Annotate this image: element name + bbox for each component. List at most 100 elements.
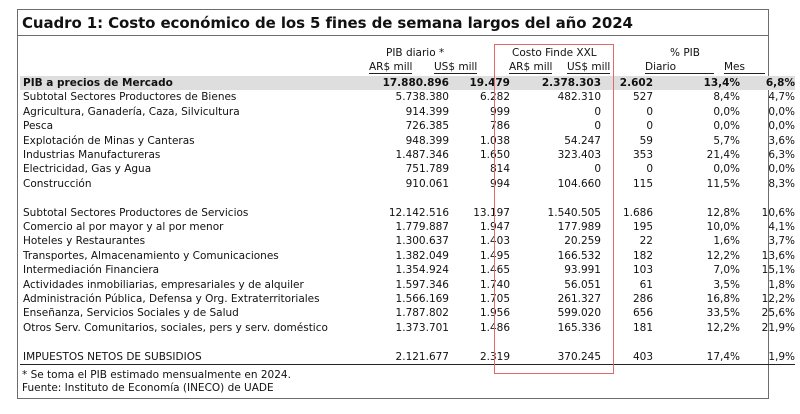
costo-usd-cell: 22 (639, 235, 653, 248)
pct-mes-cell: 8,3% (768, 177, 795, 190)
table-title: Cuadro 1: Costo económico de los 5 fines… (22, 14, 633, 32)
data-table: PIB a precios de Mercado 17.880.896 19.479… (20, 76, 795, 366)
pib-ars-cell: 1.487.346 (395, 149, 449, 162)
pct-mes-cell: 1,9% (740, 349, 795, 366)
pib-ars-cell: 751.789 (405, 163, 449, 176)
table-row: Comercio al por mayor y al por menor 1.77… (20, 220, 795, 234)
table-row: Hoteles y Restaurantes 1.300.637 1.403 20.2… (20, 234, 795, 248)
table-row: Transportes, Almacenamiento y Comunicaci… (20, 249, 795, 263)
costo-ars-cell: 93.991 (564, 264, 601, 277)
pib-usd-cell: 2.319 (449, 349, 510, 366)
pib-usd-cell: 1.947 (479, 221, 510, 234)
costo-usd-cell: 353 (632, 149, 653, 162)
table-row: Actividades inmobiliarias, empresariales… (20, 278, 795, 292)
header-pct-pib: % PIB (670, 47, 700, 59)
table-row: PIB a precios de Mercado 17.880.896 19.479… (20, 76, 795, 91)
pib-usd-cell: 999 (489, 105, 510, 118)
table-row: Otros Serv. Comunitarios, sociales, pers… (20, 321, 795, 335)
row-label: Administración Pública, Defensa y Org. E… (23, 293, 320, 306)
pib-usd-cell: 1.038 (479, 134, 510, 147)
pib-usd-cell: 786 (489, 120, 510, 133)
spacer-row (20, 335, 795, 349)
row-label: IMPUESTOS NETOS DE SUBSIDIOS (20, 349, 361, 366)
costo-usd-cell: 656 (632, 307, 653, 320)
costo-usd-cell: 403 (601, 349, 653, 366)
pib-ars-cell: 726.385 (405, 120, 449, 133)
pct-mes-cell: 4,1% (768, 221, 795, 234)
source-note: Fuente: Instituto de Economía (INECO) de… (22, 382, 274, 394)
pib-ars-cell: 914.399 (405, 105, 449, 118)
row-label: Agricultura, Ganadería, Caza, Silvicultu… (23, 105, 240, 118)
row-label: Industrias Manufactureras (23, 149, 161, 162)
pct-diario-cell: 17,4% (653, 349, 740, 366)
row-label: Subtotal Sectores Productores de Servici… (23, 206, 249, 219)
pct-mes-cell: 13,6% (761, 249, 795, 262)
costo-usd-cell: 286 (632, 293, 653, 306)
pct-mes-cell: 15,1% (761, 264, 795, 277)
costo-ars-cell: 0 (594, 163, 601, 176)
pct-diario-cell: 33,5% (706, 307, 740, 320)
pct-mes-cell: 3,6% (768, 134, 795, 147)
pct-mes-cell: 0,0% (768, 120, 795, 133)
costo-usd-cell: 0 (646, 105, 653, 118)
row-label: Electricidad, Gas y Agua (23, 163, 152, 176)
pib-usd-cell: 1.705 (479, 293, 510, 306)
pib-usd-cell: 1.495 (479, 249, 510, 262)
costo-ars-cell: 323.403 (557, 149, 601, 162)
pct-diario-cell: 0,0% (713, 163, 740, 176)
table-row: Subtotal Sectores Productores de Bienes 5… (20, 90, 795, 104)
pib-usd-cell: 1.486 (479, 321, 510, 334)
pct-diario-cell: 5,7% (713, 134, 740, 147)
costo-ars-cell: 482.310 (557, 91, 601, 104)
pct-mes-cell: 12,2% (761, 293, 795, 306)
title-divider (17, 35, 769, 36)
header-diario: Diario (645, 61, 715, 74)
table-frame (17, 9, 769, 399)
costo-ars-cell: 104.660 (557, 177, 601, 190)
pib-ars-cell: 5.738.380 (395, 91, 449, 104)
costo-usd-cell: 0 (646, 120, 653, 133)
costo-ars-cell: 165.336 (557, 321, 601, 334)
pct-mes-cell: 6,8% (740, 76, 795, 91)
table-row: Construcción 910.061 994 104.660 115 11,5% 8,3… (20, 177, 795, 191)
header-usd-mill: US$ mill (434, 61, 478, 74)
footnotes: * Se toma el PIB estimado mensualmente e… (22, 369, 291, 395)
pib-usd-cell: 1.650 (479, 149, 510, 162)
pct-mes-cell: 25,6% (761, 307, 795, 320)
pib-usd-cell: 1.465 (479, 264, 510, 277)
row-label: Intermediación Financiera (23, 264, 160, 277)
pct-diario-cell: 12,8% (706, 206, 740, 219)
costo-ars-cell: 20.259 (564, 235, 601, 248)
costo-ars-cell: 56.051 (564, 278, 601, 291)
pib-ars-cell: 12.142.516 (388, 206, 449, 219)
pct-mes-cell: 1,8% (768, 278, 795, 291)
pib-ars-cell: 1.382.049 (395, 249, 449, 262)
costo-usd-cell: 59 (639, 134, 653, 147)
pct-diario-cell: 7,0% (713, 264, 740, 277)
costo-ars-cell: 261.327 (557, 293, 601, 306)
pct-diario-cell: 8,4% (713, 91, 740, 104)
pib-usd-cell: 1.956 (479, 307, 510, 320)
pib-ars-cell: 1.787.802 (395, 307, 449, 320)
pct-mes-cell: 3,7% (768, 235, 795, 248)
header-pib-diario: PIB diario * (386, 47, 445, 59)
table-row: Explotación de Minas y Canteras 948.399 1.… (20, 134, 795, 148)
pct-diario-cell: 11,5% (706, 177, 740, 190)
table-row: Pesca 726.385 786 0 0 0,0% 0,0% (20, 119, 795, 133)
header-ars-mill-costo: AR$ mill (509, 61, 553, 74)
pib-usd-cell: 994 (489, 177, 510, 190)
costo-usd-cell: 182 (632, 249, 653, 262)
costo-ars-cell: 1.540.505 (547, 206, 601, 219)
pct-diario-cell: 1,6% (713, 235, 740, 248)
pib-ars-cell: 1.566.169 (395, 293, 449, 306)
pib-ars-cell: 17.880.896 (361, 76, 449, 91)
pib-usd-cell: 814 (489, 163, 510, 176)
pct-mes-cell: 0,0% (768, 163, 795, 176)
footnote: * Se toma el PIB estimado mensualmente e… (22, 369, 291, 381)
costo-usd-cell: 527 (632, 91, 653, 104)
spacer-row (20, 191, 795, 205)
table-row: Enseñanza, Servicios Sociales y de Salud… (20, 306, 795, 320)
row-label: Hoteles y Restaurantes (23, 235, 146, 248)
costo-usd-cell: 2.602 (601, 76, 653, 91)
table-row: Administración Pública, Defensa y Org. E… (20, 292, 795, 306)
